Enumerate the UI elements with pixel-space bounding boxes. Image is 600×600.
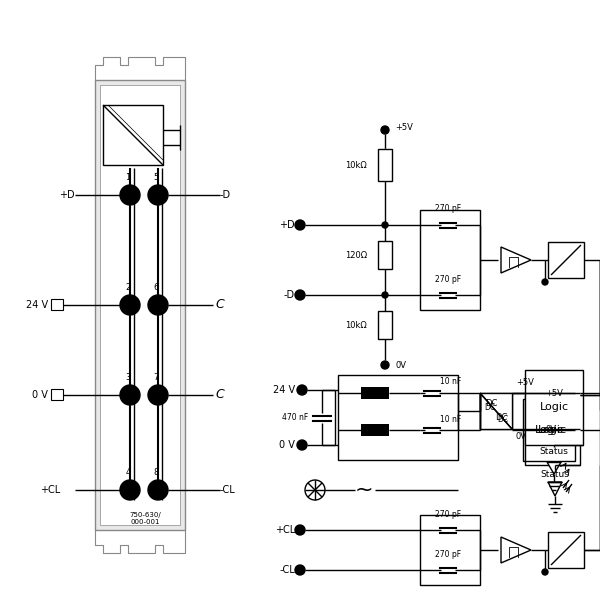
- Text: DC: DC: [497, 415, 509, 425]
- Text: 0 V: 0 V: [279, 440, 295, 450]
- Circle shape: [120, 480, 140, 500]
- Circle shape: [381, 361, 389, 369]
- Text: 8: 8: [154, 468, 158, 477]
- Circle shape: [382, 292, 388, 298]
- Text: C: C: [215, 298, 224, 311]
- Bar: [548, 242, 584, 278]
- Text: Logic: Logic: [538, 425, 566, 435]
- Bar: [525, 395, 580, 465]
- Text: DC: DC: [495, 413, 507, 422]
- Text: 5: 5: [154, 173, 158, 182]
- Text: 750-630/
000-001: 750-630/ 000-001: [129, 511, 161, 524]
- Bar: [480, 393, 512, 429]
- Text: +5V: +5V: [516, 378, 534, 387]
- Text: -D: -D: [220, 190, 231, 200]
- Text: -CL: -CL: [220, 485, 236, 495]
- Text: DC: DC: [485, 400, 497, 409]
- Text: Status: Status: [539, 447, 568, 456]
- Circle shape: [295, 525, 305, 535]
- Text: 270 pF: 270 pF: [435, 204, 461, 213]
- Text: 6: 6: [154, 283, 158, 292]
- Bar: [51, 299, 63, 310]
- Text: DC: DC: [484, 403, 496, 412]
- Text: +CL: +CL: [275, 525, 295, 535]
- Bar: [378, 149, 392, 181]
- Text: +D: +D: [59, 190, 75, 200]
- Circle shape: [148, 385, 168, 405]
- Circle shape: [542, 279, 548, 285]
- Circle shape: [120, 385, 140, 405]
- Text: +CL: +CL: [40, 485, 60, 495]
- Text: Status: Status: [541, 470, 569, 479]
- Text: 0V: 0V: [516, 432, 527, 441]
- Text: 270 pF: 270 pF: [435, 550, 461, 559]
- Circle shape: [295, 220, 305, 230]
- Polygon shape: [501, 537, 531, 563]
- Circle shape: [297, 440, 307, 450]
- Bar: [480, 393, 512, 429]
- Circle shape: [148, 185, 168, 205]
- Bar: [103, 105, 163, 165]
- Text: C: C: [215, 389, 224, 401]
- Text: -CL: -CL: [279, 565, 295, 575]
- Text: 24 V: 24 V: [273, 385, 295, 395]
- Text: 270 pF: 270 pF: [435, 275, 461, 284]
- Text: 24 V: 24 V: [26, 300, 48, 310]
- Polygon shape: [547, 462, 561, 474]
- Circle shape: [382, 222, 388, 228]
- Text: 4: 4: [125, 468, 131, 477]
- Circle shape: [295, 290, 305, 300]
- Bar: [338, 375, 458, 460]
- Polygon shape: [501, 247, 531, 273]
- Bar: [361, 387, 389, 399]
- Bar: [100, 85, 180, 525]
- Text: Logic: Logic: [535, 425, 563, 435]
- Text: 0V: 0V: [395, 361, 406, 370]
- Text: 270 pF: 270 pF: [435, 510, 461, 519]
- Text: 2: 2: [125, 283, 131, 292]
- Text: -D: -D: [284, 290, 295, 300]
- Circle shape: [120, 185, 140, 205]
- Bar: [95, 80, 185, 530]
- Text: Logic: Logic: [539, 402, 569, 412]
- Text: +5V: +5V: [545, 389, 563, 397]
- Text: 1: 1: [125, 173, 131, 182]
- Circle shape: [381, 126, 389, 134]
- Polygon shape: [548, 482, 562, 496]
- Circle shape: [120, 295, 140, 315]
- Bar: [361, 424, 389, 436]
- Text: +5V: +5V: [395, 124, 413, 133]
- Bar: [548, 532, 584, 568]
- Circle shape: [148, 295, 168, 315]
- Text: 10 nF: 10 nF: [440, 377, 461, 386]
- Circle shape: [295, 565, 305, 575]
- Text: 120Ω: 120Ω: [345, 251, 367, 259]
- Bar: [378, 241, 392, 269]
- Text: 470 nF: 470 nF: [282, 413, 308, 422]
- Bar: [420, 515, 480, 585]
- Text: 10kΩ: 10kΩ: [345, 160, 367, 169]
- Bar: [420, 210, 480, 310]
- Text: 0V: 0V: [545, 425, 556, 434]
- Text: 10 nF: 10 nF: [440, 415, 461, 424]
- Circle shape: [148, 480, 168, 500]
- Circle shape: [297, 385, 307, 395]
- Circle shape: [542, 569, 548, 575]
- Text: 0 V: 0 V: [32, 390, 48, 400]
- Text: ~: ~: [355, 480, 374, 500]
- Bar: [378, 311, 392, 339]
- Text: +D: +D: [280, 220, 295, 230]
- Bar: [51, 389, 63, 400]
- Bar: [523, 399, 575, 461]
- Text: 3: 3: [125, 373, 131, 382]
- Bar: [525, 370, 583, 445]
- Text: 10kΩ: 10kΩ: [345, 320, 367, 329]
- Text: 7: 7: [154, 373, 158, 382]
